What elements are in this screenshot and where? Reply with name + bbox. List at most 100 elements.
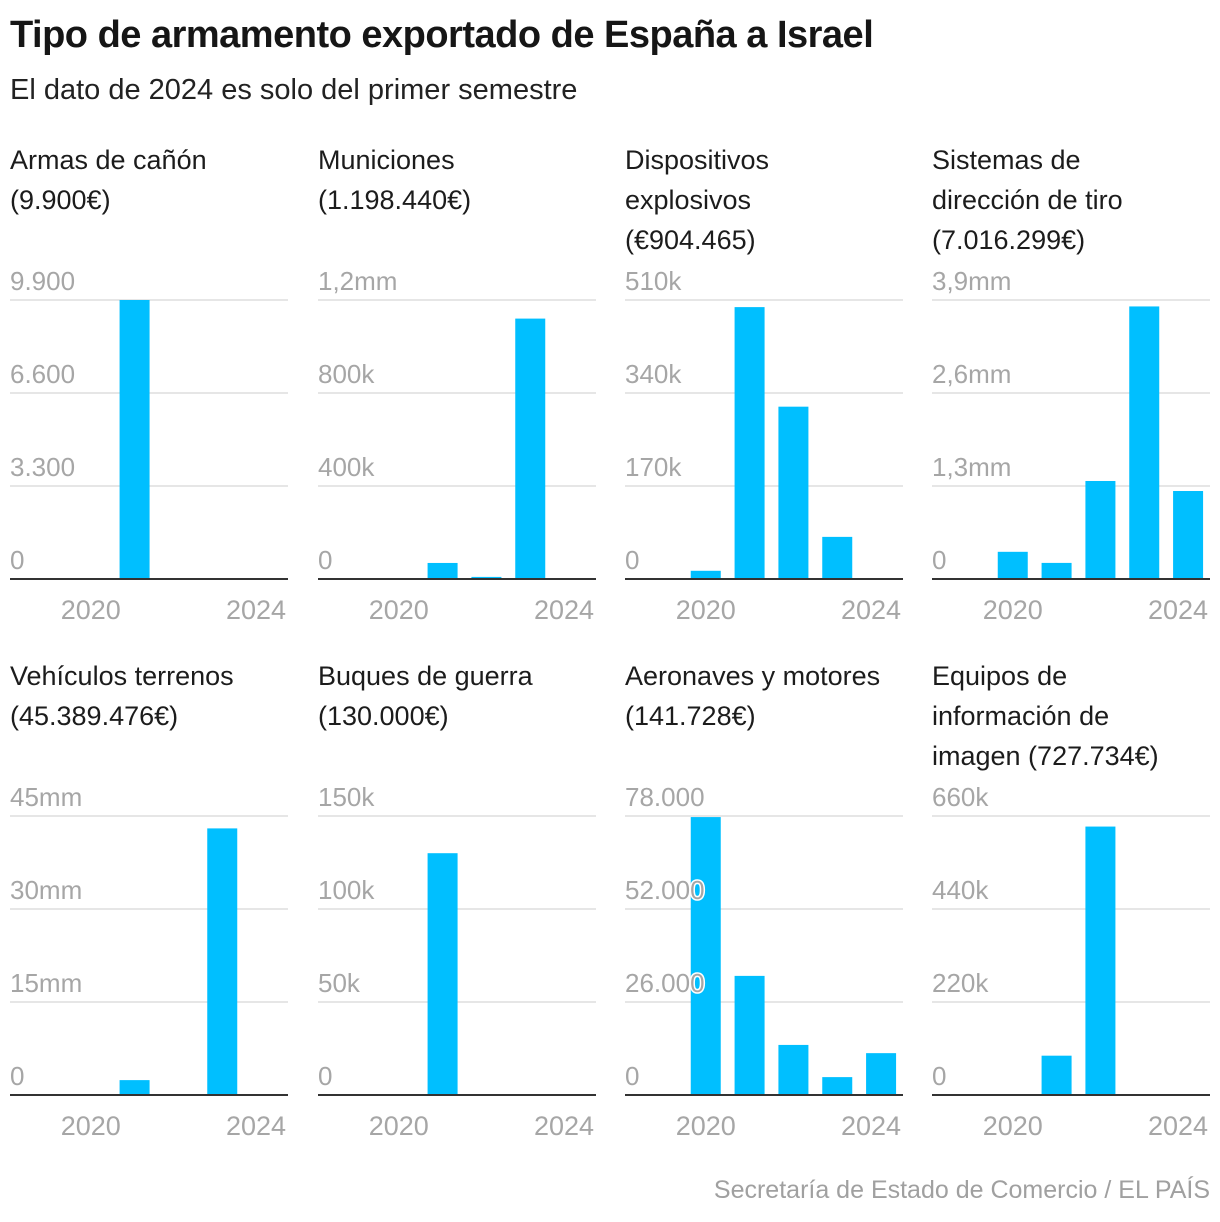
bar-2022 [1085,826,1116,1095]
panel-title-line: (€904.465) [625,225,756,255]
source-credit: Secretaría de Estado de Comercio / EL PA… [713,1176,1210,1204]
chart-title: Tipo de armamento exportado de España a … [10,14,874,56]
x-tick-label: 2024 [226,595,286,625]
y-tick-label: 50k [318,968,361,998]
y-tick-label: 9.900 [10,266,75,296]
y-tick-label: 1,2mm [318,266,397,296]
x-tick-label: 2024 [534,1111,594,1141]
y-tick-label: 0 [932,545,946,575]
y-tick-label: 3,9mm [932,266,1011,296]
bar-2023 [822,536,853,579]
panel-title-line: (141.728€) [625,701,756,731]
x-tick-label: 2024 [841,1111,901,1141]
panel-title: Buques de guerra (130.000€) [318,656,608,736]
bar-2023 [515,318,546,579]
y-tick-label: 15mm [10,968,82,998]
y-tick-label: 78.000 [625,782,705,812]
y-tick-label: 220k [932,968,989,998]
bar-2023 [822,1077,853,1095]
panel-title-line: explosivos [625,185,752,215]
panel-title: Equipos de información de imagen (727.734€… [932,656,1220,776]
x-tick-label: 2024 [534,595,594,625]
y-tick-label: 30mm [10,875,82,905]
bar-chart: 0 170k 340k 510k 2020 2024 [624,265,903,625]
panel-title-line: (45.389.476€) [10,701,179,731]
bar-chart: 0 15mm 30mm 45mm 2020 2024 [9,781,288,1141]
panel-title-line: Sistemas de [932,145,1081,175]
bar-2022 [1085,480,1116,579]
y-tick-label: 800k [318,359,375,389]
bar-2021 [119,300,150,579]
bar-2021 [1041,562,1072,579]
panel-title-line: Buques de guerra [318,661,533,691]
x-tick-label: 2020 [983,595,1043,625]
panel-title-line: dirección de tiro [932,185,1123,215]
panel-title: Aeronaves y motores (141.728€) [625,656,915,736]
bar-chart: 0 26.000 52.000 78.000 2020 2024 [624,781,903,1141]
panel-title-line: Dispositivos [625,145,770,175]
y-tick-label: 340k [625,359,682,389]
y-tick-label: 400k [318,452,375,482]
y-tick-label: 0 [625,1061,639,1091]
x-tick-label: 2024 [1148,595,1208,625]
y-tick-label: 6.600 [10,359,75,389]
x-tick-label: 2024 [1148,1111,1208,1141]
panel-title-line: (130.000€) [318,701,449,731]
y-tick-label: 0 [318,1061,332,1091]
panel-title-line: (9.900€) [10,185,111,215]
bar-chart: 0 50k 100k 150k 2020 2024 [317,781,596,1141]
bar-2020 [690,570,721,579]
panel-title-line: Armas de cañón [10,145,207,175]
x-tick-label: 2020 [369,1111,429,1141]
y-tick-label: 0 [10,545,24,575]
x-tick-label: 2020 [61,595,121,625]
x-tick-label: 2024 [226,1111,286,1141]
y-tick-label: 660k [932,782,989,812]
bar-2022 [778,1044,809,1095]
x-tick-label: 2020 [983,1111,1043,1141]
panel-title-line: Municiones [318,145,455,175]
panel-title: Dispositivos explosivos (€904.465) [625,140,915,260]
bar-2022 [471,576,502,579]
panel-title: Armas de cañón (9.900€) [10,140,300,220]
panel-title-line: Aeronaves y motores [625,661,881,691]
y-tick-label: 0 [625,545,639,575]
y-tick-label: 2,6mm [932,359,1011,389]
y-tick-label: 1,3mm [932,452,1011,482]
x-tick-label: 2024 [841,595,901,625]
panel-title-line: (1.198.440€) [318,185,472,215]
x-tick-label: 2020 [676,1111,736,1141]
bar-2021 [734,307,765,579]
y-tick-label: 52.000 [625,875,705,905]
bar-chart: 0 220k 440k 660k 2020 2024 [931,781,1210,1141]
bar-chart: 0 1,3mm 2,6mm 3,9mm 2020 2024 [931,265,1210,625]
y-tick-label: 0 [318,545,332,575]
panel-title-line: información de [932,701,1110,731]
bar-2021 [427,562,458,579]
y-tick-label: 170k [625,452,682,482]
bar-2021 [734,975,765,1095]
panel-title-line: imagen (727.734€) [932,741,1159,771]
bar-2020 [997,551,1028,579]
y-tick-label: 26.000 [625,968,705,998]
bar-chart: 0 400k 800k 1,2mm 2020 2024 [317,265,596,625]
x-tick-label: 2020 [61,1111,121,1141]
bar-2022 [778,406,809,579]
y-tick-label: 0 [932,1061,946,1091]
bar-2023 [1129,306,1160,579]
y-tick-label: 100k [318,875,375,905]
panel-title: Vehículos terrenos (45.389.476€) [10,656,300,736]
y-tick-label: 510k [625,266,682,296]
bar-2024 [1173,491,1204,579]
bar-2024 [866,1053,897,1095]
y-tick-label: 3.300 [10,452,75,482]
y-tick-label: 0 [10,1061,24,1091]
y-tick-label: 440k [932,875,989,905]
bar-2021 [427,853,458,1095]
chart-subtitle: El dato de 2024 es solo del primer semes… [10,74,578,106]
panel-title: Sistemas de dirección de tiro (7.016.299€) [932,140,1220,260]
y-tick-label: 45mm [10,782,82,812]
panel-title: Municiones (1.198.440€) [318,140,608,220]
y-tick-label: 150k [318,782,375,812]
bar-2020 [690,817,721,1095]
